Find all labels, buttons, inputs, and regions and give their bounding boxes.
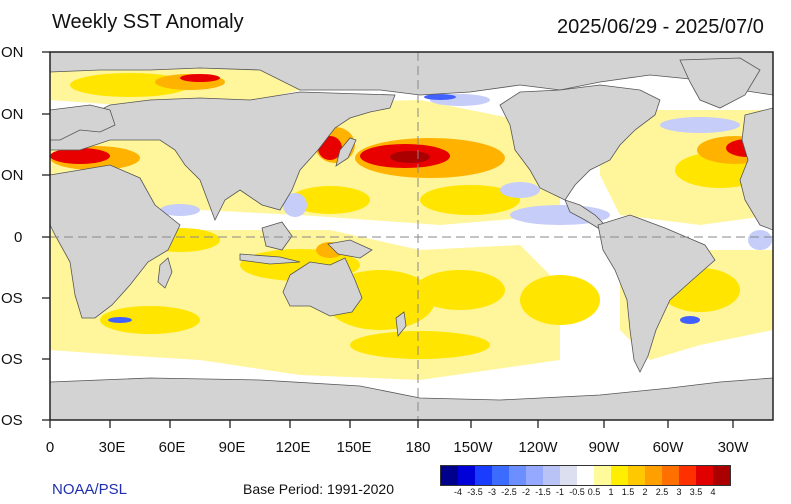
- strong-cool-anomaly: [108, 94, 700, 324]
- colorbar-label: -2: [521, 487, 531, 497]
- land-masses: [50, 52, 773, 420]
- colorbar-label: 0.5: [587, 487, 601, 497]
- colorbar-swatch: [543, 466, 560, 485]
- lat-label-equator: 0: [14, 229, 23, 246]
- colorbar-swatch: [611, 466, 628, 485]
- colorbar-swatch: [526, 466, 543, 485]
- colorbar: [440, 465, 731, 486]
- colorbar-swatch: [492, 466, 509, 485]
- colorbar-swatch: [475, 466, 492, 485]
- colorbar-label: 2.5: [655, 487, 669, 497]
- lon-label-180: 180: [405, 439, 431, 456]
- colorbar-swatch: [696, 466, 713, 485]
- colorbar-swatch: [679, 466, 696, 485]
- colorbar-label: -4: [453, 487, 463, 497]
- colorbar-swatch: [560, 466, 577, 485]
- colorbar-label: -1.5: [535, 487, 551, 497]
- colorbar-swatch: [645, 466, 662, 485]
- colorbar-swatch: [509, 466, 526, 485]
- plot-frame: [49, 51, 774, 421]
- colorbar-label: 4: [710, 487, 716, 497]
- colorbar-swatch: [662, 466, 679, 485]
- colorbar-label: 3: [676, 487, 682, 497]
- colorbar-label: 2: [642, 487, 648, 497]
- colorbar-label: -2.5: [501, 487, 517, 497]
- lat-label-3: ON: [1, 167, 24, 184]
- colorbar-label: 1: [608, 487, 614, 497]
- lat-label-5: OS: [1, 290, 23, 307]
- colorbar-label: -3: [487, 487, 497, 497]
- colorbar-swatch: [458, 466, 475, 485]
- colorbar-swatch: [594, 466, 611, 485]
- lat-label-6: OS: [1, 351, 23, 368]
- lat-label-2: ON: [1, 106, 24, 123]
- lon-label-150w: 150W: [453, 439, 493, 456]
- colorbar-label: 1.5: [621, 487, 635, 497]
- colorbar-label: -3.5: [467, 487, 483, 497]
- map-title: Weekly SST Anomaly: [52, 11, 244, 33]
- lon-label-120e: 120E: [275, 439, 311, 456]
- credit-label: NOAA/PSL: [52, 481, 128, 498]
- colorbar-swatch: [441, 466, 458, 485]
- base-period-label: Base Period: 1991-2020: [243, 481, 394, 497]
- lat-label-7: OS: [1, 412, 23, 429]
- lon-label-30e: 30E: [98, 439, 126, 456]
- colorbar-swatch: [713, 466, 730, 485]
- date-range: 2025/06/29 - 2025/07/0: [557, 16, 764, 38]
- colorbar-label: -0.5: [569, 487, 585, 497]
- colorbar-label: -1: [555, 487, 565, 497]
- lon-label-60w: 60W: [652, 439, 684, 456]
- lon-label-90e: 90E: [218, 439, 246, 456]
- lon-label-60e: 60E: [158, 439, 186, 456]
- lon-label-30w: 30W: [717, 439, 749, 456]
- lon-label-90w: 90W: [588, 439, 620, 456]
- axis-ticks: [42, 51, 734, 428]
- lat-label-1: ON: [1, 44, 24, 61]
- colorbar-swatch: [628, 466, 645, 485]
- colorbar-label: 3.5: [689, 487, 703, 497]
- lon-label-120w: 120W: [518, 439, 558, 456]
- lon-label-150e: 150E: [336, 439, 372, 456]
- lon-label-0: 0: [45, 439, 55, 456]
- colorbar-swatch: [577, 466, 594, 485]
